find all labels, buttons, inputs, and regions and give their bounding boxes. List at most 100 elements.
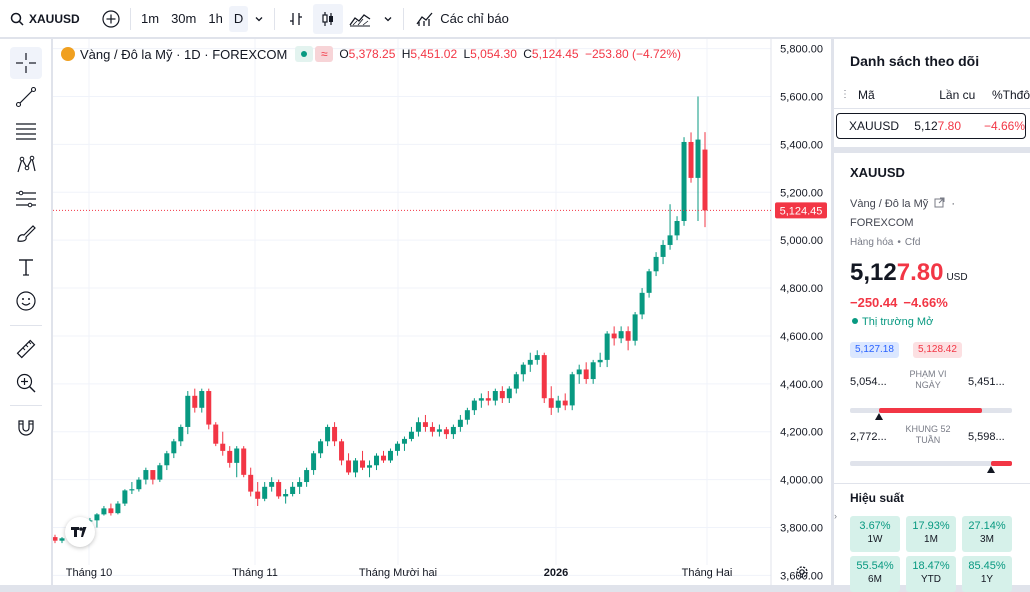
candle-body [339, 441, 345, 461]
interval-30m[interactable]: 30m [171, 11, 197, 26]
candle-body [443, 429, 449, 435]
interval-1m[interactable]: 1m [141, 11, 160, 26]
detail-symbol: XAUUSD [850, 165, 905, 180]
day-range-marker [875, 413, 884, 420]
candle-body [318, 441, 324, 454]
x-tick-label: Tháng Hai [682, 567, 733, 579]
candle-body [150, 470, 156, 480]
interval-d[interactable]: D [228, 5, 249, 32]
indicators-button[interactable]: Các chỉ báo [408, 0, 517, 38]
detail-change: −250.44 −4.66% [850, 295, 948, 310]
col-change[interactable]: %Thđô [991, 87, 1030, 102]
candle-body [513, 374, 519, 389]
perf-1y[interactable]: 85.45% 1Y [962, 556, 1012, 592]
perf-6m[interactable]: 55.54% 6M [850, 556, 900, 592]
candle-body [457, 419, 463, 427]
candle-body [213, 424, 219, 444]
row-symbol: XAUUSD [849, 119, 900, 133]
candle-body [562, 400, 568, 406]
week52-low: 2,772... [850, 431, 887, 443]
perf-1m[interactable]: 17.93% 1M [906, 516, 956, 552]
trend-line-tool[interactable] [10, 81, 42, 113]
candle-body [374, 455, 380, 466]
candle-body [639, 292, 645, 315]
bars-icon [290, 12, 303, 25]
col-symbol[interactable]: Mã [858, 87, 875, 102]
candle-body [527, 359, 533, 365]
zoom-tool[interactable] [10, 367, 42, 399]
measure-tool[interactable] [10, 333, 42, 365]
perf-ytd[interactable]: 18.47% YTD [906, 556, 956, 592]
pattern-tool[interactable] [10, 149, 42, 181]
day-range-label: PHẠM VI NGÀY [909, 369, 947, 390]
external-link-icon[interactable] [934, 197, 945, 208]
crosshair-tool[interactable] [10, 47, 42, 79]
area-chart-icon [349, 13, 371, 26]
forecast-tool[interactable] [10, 183, 42, 215]
candles-style-button[interactable] [313, 3, 344, 34]
candle-body [394, 443, 400, 451]
panel-collapse-handle[interactable]: › [834, 511, 837, 521]
interval-1h[interactable]: 1h [208, 11, 223, 26]
candle-body [129, 489, 135, 491]
area-style-button[interactable] [343, 0, 377, 38]
candle-body [534, 355, 540, 360]
candle-body [255, 491, 261, 499]
candle-body [360, 460, 366, 468]
row-last: 5,127.80 [914, 119, 961, 133]
candle-body [199, 391, 205, 408]
week52-range-bar [850, 461, 1012, 473]
symbol-search[interactable]: XAUUSD [0, 0, 96, 38]
compare-button[interactable] [96, 0, 126, 38]
fib-tool[interactable] [10, 115, 42, 147]
candle-body [387, 450, 393, 461]
candle-body [646, 271, 652, 293]
detail-category: Hàng hóa • Cfd [850, 237, 921, 248]
text-tool[interactable] [10, 251, 42, 283]
drag-handle-icon[interactable]: ⋮ [840, 89, 850, 100]
candlestick-chart[interactable]: 5,800.00 5,600.00 5,400.00 5,200.00 5,000.00… [53, 39, 831, 585]
watchlist-row-xauusd[interactable]: XAUUSD 5,127.80 −4.66% [836, 113, 1026, 139]
candle-body [401, 438, 407, 444]
symbol-label: XAUUSD [29, 11, 80, 26]
candle-body [164, 453, 170, 466]
candle-body [325, 426, 331, 442]
candle-body [548, 398, 554, 408]
separator [10, 325, 42, 326]
x-tick-label: Tháng 10 [66, 567, 112, 579]
candle-body [227, 450, 233, 463]
y-tick-label: 5,200.00 [780, 187, 823, 199]
text-icon [19, 259, 33, 276]
chart-pane[interactable]: 5,800.00 5,600.00 5,400.00 5,200.00 5,000.00… [53, 39, 831, 585]
tradingview-logo[interactable] [65, 517, 95, 547]
candle-body [506, 388, 512, 399]
emoji-tool[interactable] [10, 285, 42, 317]
candle-body [171, 441, 177, 454]
gear-icon [796, 566, 808, 578]
interval-dropdown[interactable] [248, 0, 270, 38]
brush-tool[interactable] [10, 217, 42, 249]
plus-circle-icon [102, 9, 120, 28]
candle-body [415, 422, 421, 432]
day-high: 5,451... [968, 376, 1005, 388]
indicators-icon [416, 12, 433, 26]
candle-body [380, 455, 386, 461]
chart-legend: Vàng / Đô la Mỹ · 1D · FOREXCOM ≈ O5,378… [61, 46, 681, 62]
col-last[interactable]: Lần cu [939, 87, 976, 102]
candle-body [520, 364, 526, 375]
candle-body [192, 395, 198, 408]
watchlist-columns: ⋮ Mã Lần cu %Thđô [834, 81, 1030, 109]
candle-body [353, 460, 359, 473]
day-low: 5,054... [850, 376, 887, 388]
perf-3m[interactable]: 27.14% 3M [962, 516, 1012, 552]
detail-name[interactable]: Vàng / Đô la Mỹ [850, 198, 929, 210]
candle-body [115, 503, 121, 514]
last-price-label: 5,124.45 [780, 205, 823, 217]
magnet-tool[interactable] [10, 411, 42, 443]
chart-settings-button[interactable] [794, 564, 810, 580]
candle-body [262, 486, 268, 499]
bars-style-button[interactable] [279, 0, 313, 38]
perf-1w[interactable]: 3.67% 1W [850, 516, 900, 552]
chart-type-dropdown[interactable] [377, 0, 399, 38]
candle-body [408, 431, 414, 439]
